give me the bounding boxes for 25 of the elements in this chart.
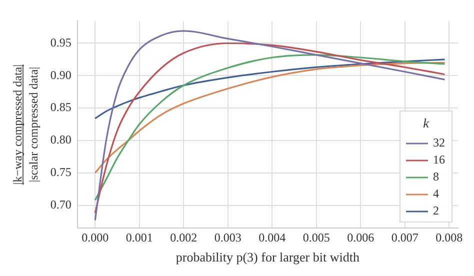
- x-tick-label: 0.006: [347, 230, 374, 244]
- y-tick-label: 0.90: [50, 68, 72, 82]
- x-tick-label: 0.002: [170, 230, 198, 244]
- legend-label: 4: [433, 186, 439, 201]
- legend-label: 32: [433, 136, 445, 150]
- y-tick-label: 0.80: [50, 132, 72, 147]
- legend-label: 2: [433, 204, 439, 218]
- legend-title: k: [423, 115, 430, 130]
- x-tick-label: 0.004: [258, 230, 286, 244]
- legend-label: 16: [433, 152, 445, 167]
- y-axis-title: |k−way compressed data| |scalar compressed data|: [10, 64, 40, 185]
- x-tick-label: 0.005: [302, 230, 330, 244]
- line-series: [94, 58, 446, 120]
- x-tick-label: 0.007: [391, 230, 418, 244]
- y-tick-label: 0.70: [50, 197, 72, 212]
- x-axis-title: probability p(3) for larger bit width: [176, 250, 360, 265]
- x-tick-label: 0.001: [126, 230, 153, 244]
- y-tick-label: 0.85: [50, 100, 72, 114]
- y-tick-label: 0.95: [50, 35, 72, 50]
- x-tick-label: 0.008: [436, 230, 463, 244]
- y-tick-label: 0.75: [50, 165, 72, 180]
- line-series: [94, 62, 446, 174]
- legend-label: 8: [433, 170, 439, 184]
- x-tick-label: 0.000: [82, 230, 109, 244]
- x-tick-label: 0.003: [214, 230, 242, 244]
